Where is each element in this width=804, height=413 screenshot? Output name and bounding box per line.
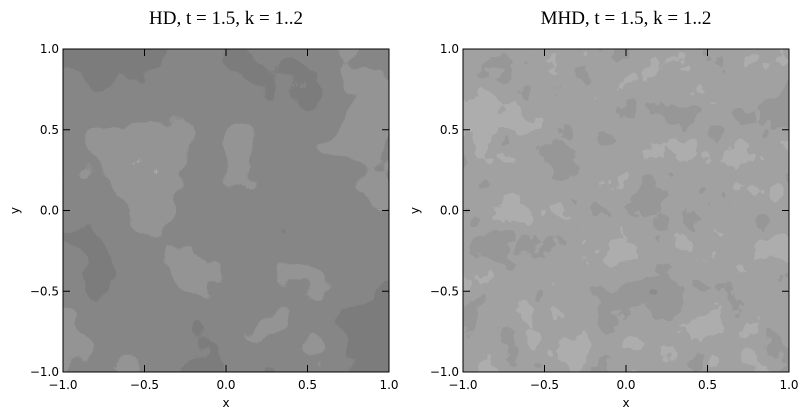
x-tick-label: 1.0	[379, 378, 398, 392]
y-tick-label: 0.5	[40, 123, 59, 137]
y-tick-label: −0.5	[30, 284, 59, 298]
x-tick-label: 0.5	[298, 378, 317, 392]
y-tick-label: −1.0	[30, 365, 59, 379]
x-axis-label: x	[222, 396, 229, 410]
x-tick-label: −1.0	[48, 378, 77, 392]
y-tick-label: −0.5	[430, 284, 459, 298]
x-tick-label: 0.5	[698, 378, 717, 392]
x-axis-label: x	[622, 396, 629, 410]
density-map	[63, 49, 389, 372]
y-tick-label: 0.5	[440, 123, 459, 137]
x-tick-label: 1.0	[779, 378, 798, 392]
x-tick-label: −0.5	[530, 378, 559, 392]
x-tick-label: −1.0	[448, 378, 477, 392]
density-map	[463, 49, 789, 372]
y-tick-label: 1.0	[440, 42, 459, 56]
y-axis-label: y	[8, 207, 22, 214]
panel-title: MHD, t = 1.5, k = 1..2	[541, 8, 712, 29]
y-tick-label: 0.0	[440, 204, 459, 218]
y-tick-label: 0.0	[40, 204, 59, 218]
y-axis-label: y	[408, 207, 422, 214]
y-tick-label: −1.0	[430, 365, 459, 379]
x-tick-label: −0.5	[130, 378, 159, 392]
y-tick-label: 1.0	[40, 42, 59, 56]
x-tick-label: 0.0	[216, 378, 235, 392]
panel-title: HD, t = 1.5, k = 1..2	[149, 8, 303, 29]
x-tick-label: 0.0	[616, 378, 635, 392]
